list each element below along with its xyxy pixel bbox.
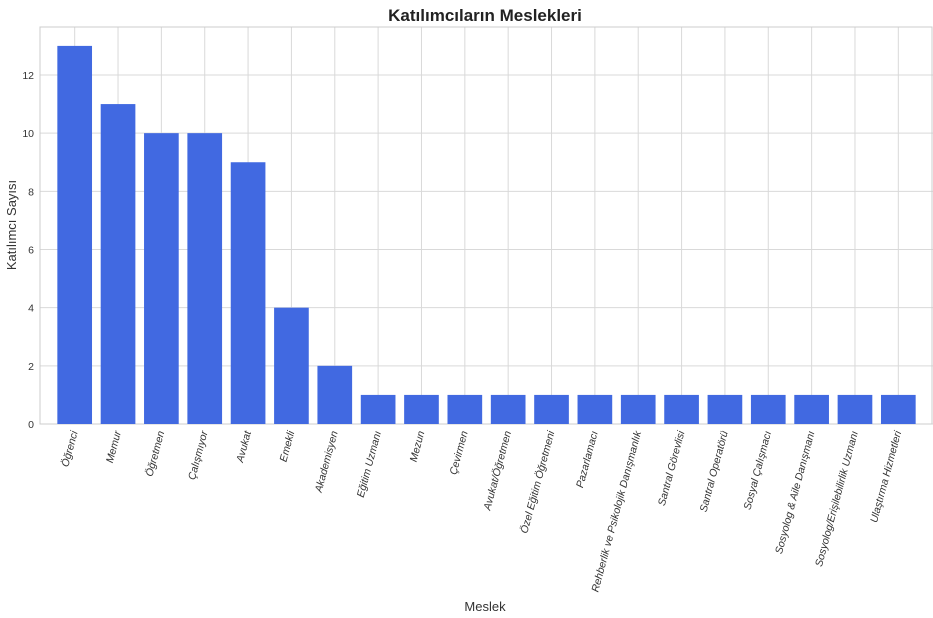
x-tick-label: Çevirmen [448, 430, 471, 477]
x-tick-label: Sosyal Çalışmacı [742, 430, 775, 512]
plot-frame [39, 26, 933, 425]
bar [100, 104, 136, 425]
bar [360, 394, 396, 424]
bar [447, 394, 483, 424]
x-tick-label: Özel Eğitim Öğretmeni [518, 429, 557, 535]
bar [534, 394, 569, 424]
x-axis-ticks: Öğrenci Memur Öğretmen Çalışmıyor Avukat Emek… [59, 429, 904, 594]
y-tick-label: 10 [22, 128, 34, 140]
x-tick-label: Avukat [234, 429, 254, 465]
bar [230, 162, 266, 424]
y-axis-ticks: 0 2 4 6 8 10 12 [22, 70, 34, 431]
x-tick-label: Avukat/Öğretmen [481, 430, 514, 513]
bar [144, 133, 179, 424]
bar [187, 133, 223, 424]
bar [707, 394, 743, 424]
bar [317, 365, 353, 424]
x-tick-label: Pazarlamacı [574, 430, 601, 490]
bar [490, 394, 526, 424]
x-tick-label: Memur [104, 429, 124, 464]
y-tick-label: 12 [22, 70, 34, 82]
bar [880, 394, 916, 424]
bar [577, 394, 613, 424]
x-tick-label: Öğrenci [59, 429, 80, 468]
x-tick-label: Sosyolog/Erişilebilirlik Uzmanı [813, 430, 861, 568]
x-tick-label: Eğitim Uzmanı [355, 430, 384, 499]
x-tick-label: Mezun [408, 430, 428, 464]
chart-title: Katılımcıların Meslekleri [388, 6, 582, 25]
plot-border [39, 26, 933, 425]
y-tick-label: 2 [28, 361, 34, 373]
bars [57, 45, 916, 425]
y-axis-label: Katılımcı Sayısı [4, 180, 19, 270]
bar [57, 45, 93, 425]
bar [620, 394, 656, 424]
bar [794, 394, 829, 424]
x-tick-label: Santral Görevlisi [656, 429, 688, 507]
x-tick-label: Çalışmıyor [186, 429, 211, 481]
x-tick-label: Santral Operatörü [698, 430, 731, 514]
y-tick-label: 4 [28, 303, 34, 315]
x-tick-label: Sosyolog & Aile Danışmanı [773, 430, 817, 556]
bar [404, 394, 439, 424]
y-tick-label: 0 [28, 419, 34, 431]
x-tick-label: Emekli [278, 429, 298, 463]
y-tick-label: 8 [28, 186, 34, 198]
bar [750, 394, 786, 424]
x-tick-label: Ulaştırma Hizmetleri [868, 429, 904, 524]
bar [837, 394, 873, 424]
bar [274, 307, 309, 424]
bar [664, 394, 699, 424]
y-tick-label: 6 [28, 244, 34, 256]
x-axis-label: Meslek [464, 599, 506, 614]
x-tick-label: Rehberlik ve Psikolojik Danışmanlık [589, 429, 644, 593]
x-tick-label: Öğretmen [144, 430, 168, 478]
x-tick-label: Akademisyen [313, 430, 341, 495]
